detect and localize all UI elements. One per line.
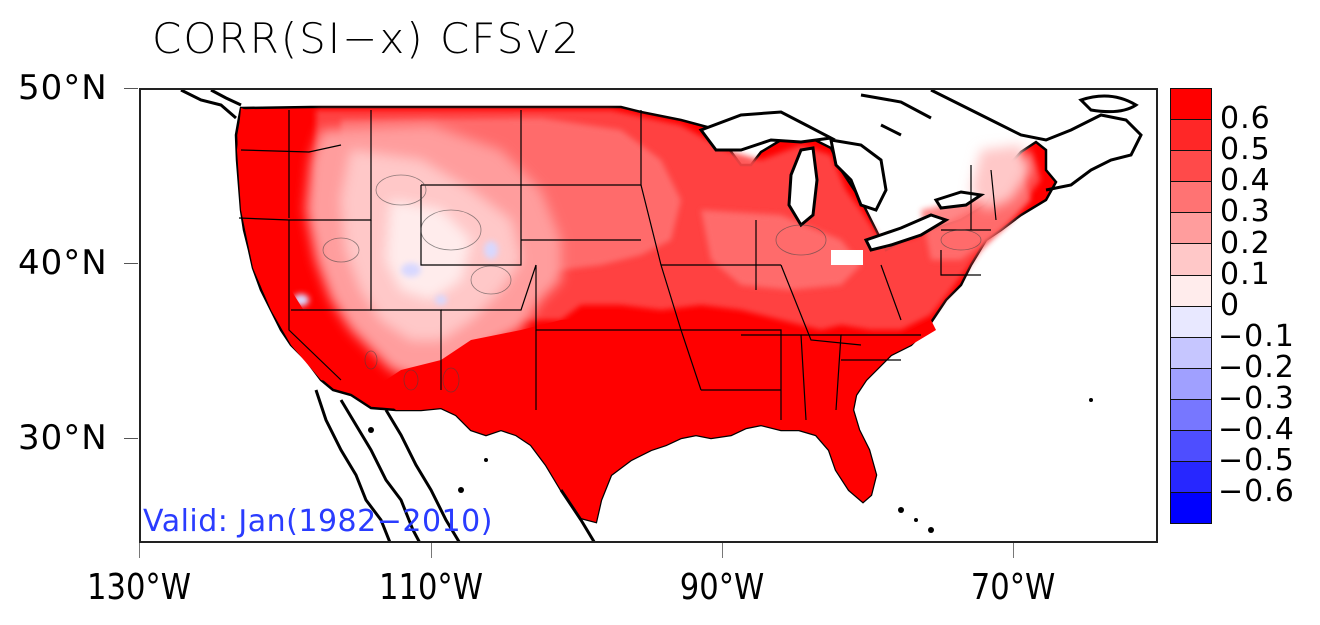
x-tick-label: 90°W — [679, 567, 765, 608]
lake-michigan — [787, 146, 819, 228]
colorbar-swatch — [1170, 119, 1212, 151]
lake-superior — [698, 110, 836, 152]
colorbar-swatch — [1170, 243, 1212, 275]
y-tick — [124, 263, 138, 264]
x-tick-label: 110°W — [379, 567, 483, 608]
colorbar-label: −0.4 — [1218, 412, 1295, 448]
colorbar-swatch — [1170, 181, 1212, 213]
y-tick-label: 30°N — [18, 418, 108, 458]
colorbar-label: 0.4 — [1220, 163, 1271, 199]
y-tick — [124, 88, 138, 89]
y-tick-label: 40°N — [18, 243, 108, 283]
x-tick-label: 70°W — [970, 567, 1056, 608]
colorbar-label: 0.6 — [1220, 101, 1271, 137]
colorbar-swatch — [1170, 398, 1212, 431]
x-tick — [1013, 543, 1014, 558]
colorbar-swatch — [1170, 492, 1212, 525]
colorbar-swatch — [1170, 430, 1212, 462]
x-tick-label: 130°W — [87, 567, 191, 608]
colorbar-swatch — [1170, 212, 1212, 244]
x-tick — [722, 543, 723, 558]
y-tick — [124, 438, 138, 439]
colorbar-swatch — [1170, 88, 1212, 120]
colorbar-label: −0.6 — [1218, 474, 1295, 510]
colorbar-swatch — [1170, 305, 1212, 337]
colorbar-label: 0.5 — [1220, 132, 1271, 168]
lake-ontario — [933, 190, 986, 210]
lake-erie — [863, 213, 950, 252]
map-canvas — [180, 90, 1143, 541]
colorbar-label: 0 — [1220, 287, 1241, 323]
colorbar-label: −0.2 — [1218, 349, 1295, 385]
colorbar-label: −0.5 — [1218, 443, 1295, 479]
map-plot-area — [139, 88, 1158, 543]
colorbar-swatch — [1170, 274, 1212, 306]
colorbar-label: 0.3 — [1220, 194, 1271, 230]
colorbar — [1170, 88, 1212, 525]
baja-coast-east — [339, 399, 421, 541]
colorbar-label: −0.3 — [1218, 381, 1295, 416]
lake-huron — [829, 138, 888, 212]
valid-period-annotation: Valid: Jan(1982−2010) — [143, 504, 493, 539]
colorbar-label: 0.2 — [1220, 225, 1271, 261]
baja-coast-west — [314, 389, 392, 541]
colorbar-swatch — [1170, 150, 1212, 182]
mexico-mainland — [384, 409, 461, 541]
colorbar-label: 0.1 — [1220, 256, 1271, 292]
colorbar-swatch — [1170, 367, 1212, 399]
colorbar-swatch — [1170, 461, 1212, 493]
chart-title: CORR(SI−x) CFSv2 — [152, 14, 581, 63]
y-tick-label: 50°N — [18, 68, 108, 108]
x-tick — [431, 543, 432, 558]
colorbar-swatch — [1170, 336, 1212, 368]
colorbar-label: −0.1 — [1218, 318, 1295, 354]
x-tick — [139, 543, 140, 558]
